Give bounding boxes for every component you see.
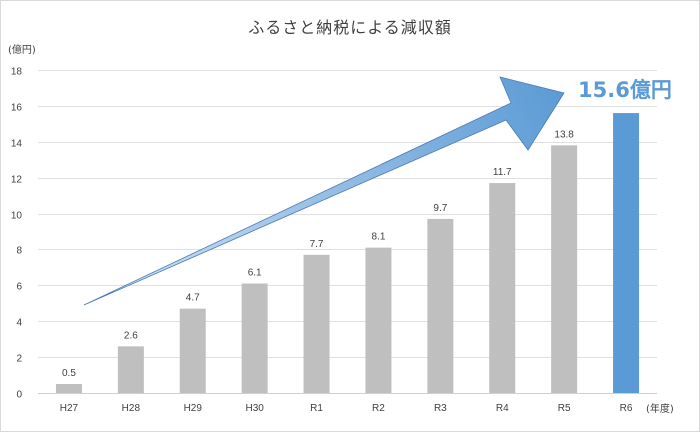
data-label: 13.8 — [554, 129, 574, 140]
bar-h28 — [117, 346, 144, 393]
x-tick-label: R4 — [496, 403, 509, 414]
y-tick-label: 18 — [11, 67, 23, 78]
data-label: 11.7 — [493, 167, 512, 178]
bar-r2 — [365, 247, 392, 393]
bar-r4 — [489, 183, 516, 393]
x-tick-label: R5 — [558, 403, 571, 414]
highlight-callout: 15.6億円 — [578, 78, 672, 102]
bars: 0.5 2.6 4.7 6.1 7.7 8.1 9.7 11.7 13.8 — [55, 113, 640, 394]
x-tick-label: H29 — [184, 403, 203, 414]
bar-r3 — [427, 218, 454, 393]
data-label: 4.7 — [186, 293, 200, 304]
y-tick-label: 2 — [16, 354, 22, 365]
data-label: 2.6 — [124, 330, 138, 341]
x-axis-ticks: H27 H28 H29 H30 R1 R2 R3 R4 R5 R6 — [60, 403, 633, 414]
bar-r5 — [551, 145, 578, 393]
data-label: 6.1 — [248, 268, 262, 279]
x-tick-label: R3 — [434, 403, 447, 414]
data-label: 7.7 — [310, 239, 324, 250]
y-tick-label: 14 — [11, 139, 23, 150]
data-label: 8.1 — [371, 232, 385, 243]
bar-h30 — [241, 283, 268, 393]
y-tick-label: 12 — [11, 175, 23, 186]
bar-h27 — [55, 384, 82, 393]
bar-r6 — [613, 113, 640, 394]
data-label: 9.7 — [433, 203, 447, 214]
chart-title: ふるさと納税による減収額 — [248, 18, 452, 37]
x-tick-label: H30 — [245, 403, 264, 414]
x-tick-label: R6 — [620, 403, 633, 414]
y-tick-label: 16 — [11, 103, 23, 114]
growth-arrow-icon — [83, 76, 565, 306]
x-tick-label: R2 — [372, 403, 385, 414]
y-axis-unit: (億円) — [8, 45, 36, 56]
x-tick-label: R1 — [310, 403, 323, 414]
y-tick-label: 0 — [16, 390, 22, 401]
bar-h29 — [179, 308, 206, 393]
y-axis-ticks: 0 2 4 6 8 10 12 14 16 18 — [11, 67, 23, 401]
data-label: 0.5 — [62, 368, 76, 379]
x-axis-unit: (年度) — [646, 404, 674, 415]
x-tick-label: H27 — [60, 403, 79, 414]
x-tick-label: H28 — [122, 403, 141, 414]
bar-r1 — [303, 254, 330, 393]
y-tick-label: 4 — [16, 318, 22, 329]
y-tick-label: 6 — [16, 282, 22, 293]
y-tick-label: 10 — [11, 211, 23, 222]
y-tick-label: 8 — [16, 246, 22, 257]
